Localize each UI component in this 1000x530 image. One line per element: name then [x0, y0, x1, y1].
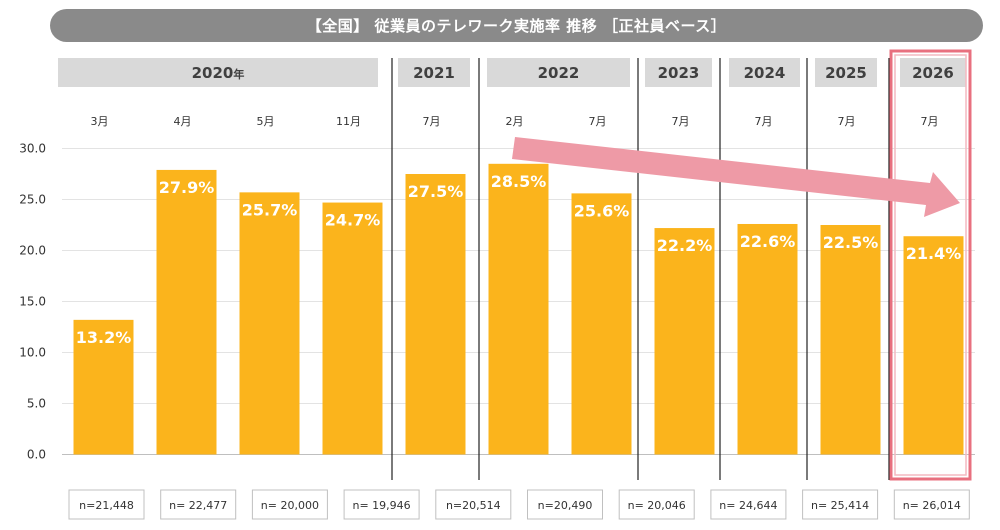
- month-label: 11月: [336, 115, 361, 128]
- y-tick-label: 15.0: [19, 295, 46, 309]
- y-tick-label: 5.0: [27, 397, 46, 411]
- year-header-2026: [900, 58, 966, 87]
- month-label: 7月: [589, 115, 607, 128]
- bar: [488, 163, 549, 455]
- bar: [737, 223, 798, 455]
- bar: [820, 225, 881, 455]
- month-label: 7月: [423, 115, 441, 128]
- trend-arrow: [512, 137, 960, 217]
- year-label: 2024: [744, 64, 786, 82]
- y-tick-label: 25.0: [19, 193, 46, 207]
- chart-title: 【全国】 従業員のテレワーク実施率 推移 ［正社員ベース］: [50, 9, 983, 42]
- sample-size-box: [527, 489, 603, 520]
- year-label: 2022: [538, 64, 580, 82]
- sample-size-label: n= 20,046: [628, 499, 686, 512]
- sample-size-box: [802, 489, 879, 520]
- y-tick-label: 10.0: [19, 346, 46, 360]
- month-label: 7月: [921, 115, 939, 128]
- bar: [903, 236, 964, 455]
- sample-size-box: [251, 489, 328, 520]
- sample-size-label: n=20,514: [446, 499, 501, 512]
- y-tick-label: 0.0: [27, 448, 46, 462]
- year-label: 2021: [413, 64, 455, 82]
- bar: [654, 228, 715, 455]
- year-header-2023: [645, 58, 712, 87]
- sample-size-label: n= 19,946: [353, 499, 411, 512]
- month-label: 3月: [91, 115, 109, 128]
- year-header-2021: [398, 58, 470, 87]
- sample-size-box: [618, 489, 695, 520]
- month-label: 2月: [506, 115, 524, 128]
- y-tick-label: 20.0: [19, 244, 46, 258]
- bar: [571, 193, 632, 455]
- year-label: 2026: [912, 64, 954, 82]
- sample-size-label: n= 25,414: [811, 499, 869, 512]
- year-label: 2020年: [192, 64, 245, 82]
- y-tick-label: 30.0: [19, 142, 46, 156]
- bar-value-label: 25.7%: [242, 200, 298, 219]
- bar-value-label: 27.5%: [408, 182, 464, 201]
- bar-value-label: 13.2%: [76, 328, 132, 347]
- sample-size-label: n= 22,477: [169, 499, 227, 512]
- month-label: 7月: [755, 115, 773, 128]
- bar-value-label: 22.5%: [823, 233, 879, 252]
- month-label: 4月: [174, 115, 192, 128]
- bar-value-label: 28.5%: [491, 172, 547, 191]
- bar-value-label: 27.9%: [159, 178, 215, 197]
- sample-size-box: [893, 489, 970, 520]
- bar: [73, 319, 134, 455]
- sample-size-label: n= 20,000: [261, 499, 319, 512]
- bar-value-label: 25.6%: [574, 201, 630, 220]
- year-label: 2023: [658, 64, 700, 82]
- month-label: 7月: [838, 115, 856, 128]
- bar: [239, 192, 300, 455]
- highlight-frame: [889, 49, 972, 481]
- sample-size-box: [710, 489, 787, 520]
- month-label: 7月: [672, 115, 690, 128]
- year-header-2025: [815, 58, 877, 87]
- sample-size-label: n= 26,014: [903, 499, 961, 512]
- bar-value-label: 24.7%: [325, 211, 381, 230]
- sample-size-label: n= 24,644: [719, 499, 777, 512]
- year-header-2024: [729, 58, 800, 87]
- bar-value-label: 21.4%: [906, 244, 962, 263]
- bar: [405, 174, 466, 455]
- sample-size-box: [343, 489, 420, 520]
- sample-size-box: [435, 489, 512, 520]
- month-label: 5月: [257, 115, 275, 128]
- bar: [156, 169, 217, 455]
- year-header-2020: [58, 58, 378, 87]
- sample-size-box: [68, 489, 145, 520]
- highlight-inner-frame: [894, 54, 967, 476]
- sample-size-label: n=20,490: [538, 499, 593, 512]
- year-label: 2025: [825, 64, 867, 82]
- bar-value-label: 22.6%: [740, 232, 796, 251]
- bar: [322, 202, 383, 455]
- year-header-2022: [487, 58, 630, 87]
- sample-size-box: [160, 489, 237, 520]
- bar-value-label: 22.2%: [657, 236, 713, 255]
- sample-size-label: n=21,448: [79, 499, 134, 512]
